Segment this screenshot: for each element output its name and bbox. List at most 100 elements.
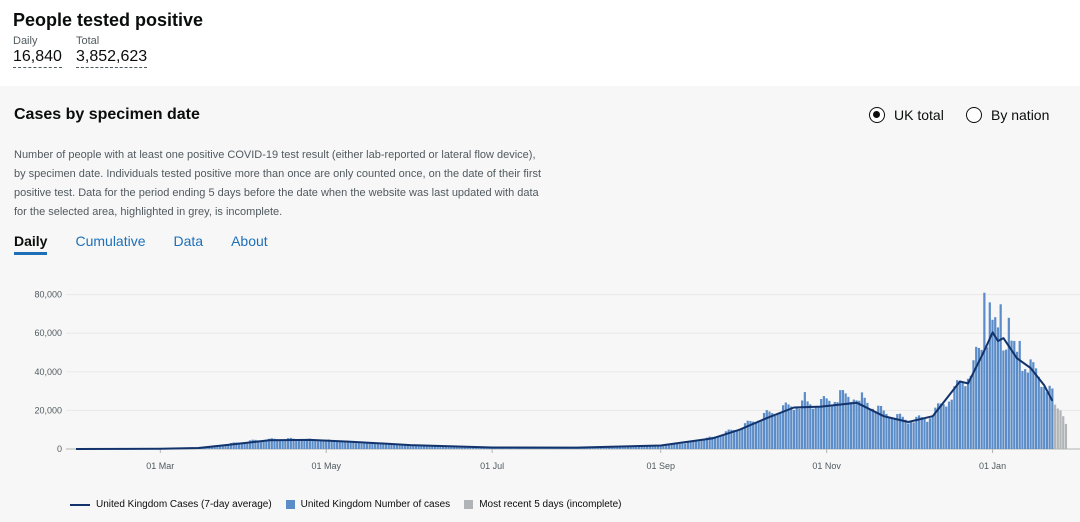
case-bar [395, 444, 398, 449]
tab-daily[interactable]: Daily [14, 233, 48, 255]
case-bar [847, 396, 850, 449]
case-bar [360, 443, 363, 449]
case-bar [436, 446, 439, 449]
case-bar [681, 443, 684, 449]
case-bar [776, 413, 779, 449]
case-bar [937, 403, 940, 449]
case-bar [246, 442, 249, 449]
case-bar [346, 440, 350, 449]
case-bar [428, 445, 431, 449]
case-bar [820, 398, 823, 449]
case-bar [284, 439, 287, 449]
case-bar [972, 360, 975, 449]
case-bar [387, 443, 390, 449]
legend-item-recent: Most recent 5 days (incomplete) [464, 499, 621, 510]
daily-value[interactable]: 16,840 [13, 48, 62, 68]
daily-label: Daily [13, 35, 38, 47]
case-bar [319, 440, 322, 449]
total-label: Total [76, 35, 100, 47]
case-bar [839, 390, 842, 449]
chart-tabs: Daily Cumulative Data About [14, 233, 296, 255]
case-bar [422, 445, 426, 449]
case-bar [871, 408, 874, 449]
case-bar [686, 441, 690, 449]
case-bar [882, 410, 885, 449]
case-bar [613, 446, 616, 449]
case-bar [689, 440, 692, 449]
case-bar [645, 446, 649, 449]
case-bar [926, 421, 929, 449]
case-bar [1032, 362, 1035, 449]
case-bar [844, 393, 847, 449]
case-bar [474, 447, 477, 449]
case-bar [368, 442, 371, 449]
case-bar [866, 402, 869, 449]
case-bar [833, 401, 836, 449]
tab-data[interactable]: Data [173, 233, 204, 249]
case-bar [869, 409, 872, 449]
case-bar [632, 446, 635, 449]
case-bar [746, 420, 749, 449]
radio-by-nation[interactable]: By nation [966, 107, 1049, 123]
case-bar [354, 443, 358, 449]
case-bar [262, 440, 265, 449]
case-bar [877, 405, 880, 449]
case-bar [363, 442, 366, 449]
case-bar [762, 412, 766, 449]
case-bar [792, 409, 796, 449]
case-bar [752, 421, 755, 449]
legend-item-average: United Kingdom Cases (7-day average) [70, 499, 272, 510]
case-bar [471, 447, 475, 449]
case-bar [311, 439, 314, 449]
case-bar [450, 446, 453, 449]
case-bar [675, 443, 679, 449]
case-bar [809, 404, 812, 449]
case-bar [1013, 340, 1016, 449]
case-bar [801, 400, 804, 449]
case-bar [700, 440, 703, 449]
case-bar [1037, 376, 1040, 449]
x-tick-label: 01 May [311, 461, 341, 471]
case-bar [270, 438, 273, 449]
case-bar [814, 406, 817, 449]
x-tick-label: 01 Jan [979, 461, 1006, 471]
radio-checked-icon [869, 107, 885, 123]
case-bar [1007, 317, 1010, 449]
legend-cases-label: United Kingdom Number of cases [300, 499, 451, 510]
case-bar [643, 446, 646, 449]
case-bar [893, 419, 896, 449]
case-bar [379, 444, 382, 449]
case-bar [338, 441, 341, 449]
case-bar [626, 446, 630, 449]
case-bar [238, 442, 241, 449]
case-bar [983, 292, 986, 449]
case-bar [276, 439, 279, 449]
radio-uk-total[interactable]: UK total [869, 107, 944, 123]
case-bar [803, 392, 806, 449]
case-bar [398, 445, 401, 449]
case-bar [999, 304, 1002, 449]
case-bar [1010, 340, 1013, 449]
case-bar [760, 420, 763, 449]
case-bar [325, 439, 328, 449]
case-bar [841, 390, 845, 449]
legend-item-cases: United Kingdom Number of cases [285, 499, 451, 510]
case-bar [605, 447, 608, 449]
case-bar [218, 445, 222, 449]
case-bar [828, 400, 831, 449]
case-bar [912, 422, 915, 449]
tab-about[interactable]: About [231, 233, 268, 249]
case-bar [991, 319, 994, 449]
case-bar [1040, 386, 1043, 449]
case-bar [749, 421, 752, 449]
case-bar [659, 445, 662, 449]
case-bar [390, 444, 393, 449]
case-bar [316, 441, 320, 449]
case-bar [722, 435, 725, 449]
case-bar [863, 397, 866, 449]
case-bar [333, 440, 336, 449]
total-value[interactable]: 3,852,623 [76, 48, 148, 68]
tab-cumulative[interactable]: Cumulative [75, 233, 146, 249]
case-bar [673, 443, 676, 449]
chart-description: Number of people with at least one posit… [14, 149, 542, 218]
